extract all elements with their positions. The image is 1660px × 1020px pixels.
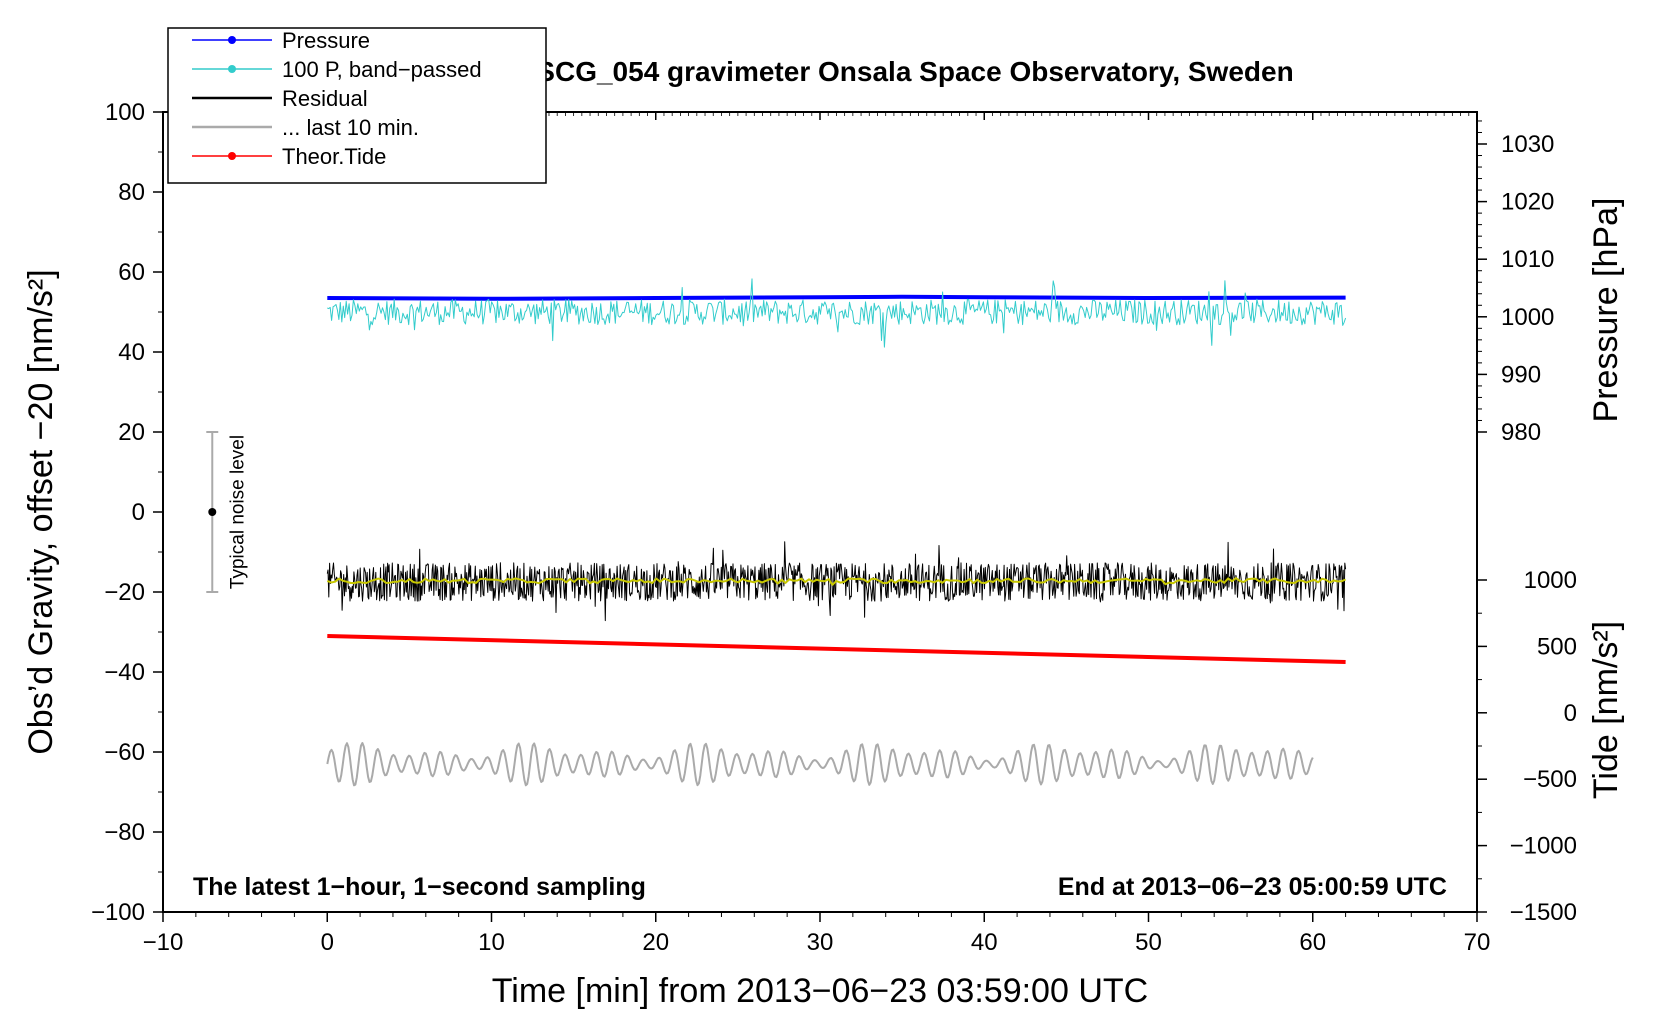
x-tick-label: 0	[321, 929, 334, 956]
pressure-tick-label: 990	[1501, 361, 1541, 388]
legend-swatch-marker	[228, 152, 236, 160]
sampling-annotation: The latest 1−hour, 1−second sampling	[193, 873, 646, 901]
y-tick-label: −60	[104, 739, 145, 766]
axes-layer: −10 0 10 20 30 40 50 60 70−100−80−60−40−20020406…	[91, 99, 1577, 956]
tide-tick-label: 500	[1537, 633, 1577, 660]
series-residual	[326, 541, 1347, 622]
pressure-tick-label: 1020	[1501, 189, 1554, 216]
x-tick-label: 40	[971, 929, 998, 956]
x-tick-label: 50	[1135, 929, 1162, 956]
series-theor-tide	[327, 634, 1346, 664]
tide-tick-label: −1500	[1510, 899, 1577, 926]
pressure-tick-label: 1030	[1501, 131, 1554, 158]
legend: Pressure 100 P, band−passed Residual ... la…	[167, 27, 547, 184]
y-tick-label: −100	[91, 899, 145, 926]
pressure-tick-label: 980	[1501, 419, 1541, 446]
y-tick-label: −40	[104, 659, 145, 686]
x-tick-label: 20	[642, 929, 669, 956]
y-tick-label: 0	[132, 499, 145, 526]
series-pressure	[327, 294, 1346, 301]
series-100-p-band-passed	[327, 278, 1347, 348]
noise-bar-center-dot	[208, 508, 217, 516]
chart-title: SCG_054 gravimeter Onsala Space Observat…	[536, 56, 1293, 87]
tide-tick-label: −1000	[1510, 833, 1577, 860]
y-tick-label: 80	[118, 179, 145, 206]
y-tick-label: −20	[104, 579, 145, 606]
legend-swatch-marker	[228, 36, 236, 44]
legend-label: Residual	[282, 86, 368, 111]
pressure-tick-label: 1010	[1501, 246, 1554, 273]
tide-tick-label: −500	[1523, 766, 1577, 793]
y-axis-title-left: Obs’d Gravity, offset −20 [nm/s²]	[22, 269, 60, 754]
noise-level-indicator: Typical noise level	[206, 431, 248, 593]
y-tick-label: 100	[105, 99, 145, 126]
legend-label: Pressure	[282, 28, 370, 53]
x-axis-title: Time [min] from 2013−06−23 03:59:00 UTC	[492, 972, 1148, 1010]
x-tick-label: 70	[1464, 929, 1491, 956]
x-tick-label: 60	[1299, 929, 1326, 956]
noise-bar-label: Typical noise level	[227, 435, 248, 589]
x-tick-label: 30	[807, 929, 834, 956]
series-residual-smoothed	[326, 577, 1346, 586]
end-time-annotation: End at 2013−06−23 05:00:59 UTC	[1058, 873, 1447, 901]
x-tick-label: 10	[478, 929, 505, 956]
x-tick-label: −10	[143, 929, 184, 956]
tide-tick-label: 1000	[1524, 567, 1577, 594]
legend-label: ... last 10 min.	[282, 115, 419, 140]
series-layer	[326, 278, 1347, 787]
y-tick-label: 40	[118, 339, 145, 366]
pressure-tick-label: 1000	[1501, 304, 1554, 331]
y-tick-label: 60	[118, 259, 145, 286]
tide-tick-label: 0	[1564, 700, 1577, 727]
tide-axis-title: Tide [nm/s²]	[1587, 621, 1625, 799]
legend-label: Theor.Tide	[282, 144, 386, 169]
plot-frame	[162, 111, 1478, 913]
series-last-10-min	[326, 742, 1314, 787]
y-tick-label: −80	[104, 819, 145, 846]
legend-label: 100 P, band−passed	[282, 57, 482, 82]
y-tick-label: 20	[118, 419, 145, 446]
legend-swatch-marker	[228, 65, 236, 73]
pressure-axis-title: Pressure [hPa]	[1587, 198, 1625, 423]
